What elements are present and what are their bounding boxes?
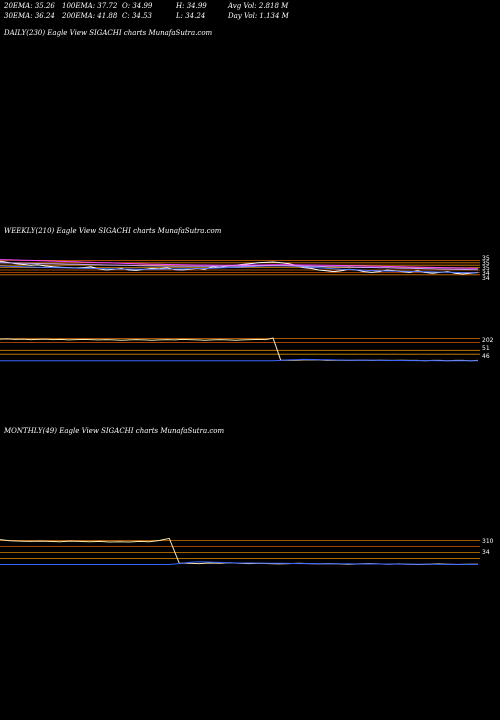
low-readout: L: 34.24	[176, 12, 206, 20]
monthly-chart-label: MONTHLY(49) Eagle View SIGACHI charts Mu…	[4, 427, 225, 435]
price-level-label: 46	[482, 353, 490, 360]
price-level-label: 34	[482, 549, 490, 556]
price-level-label: 34	[482, 275, 490, 282]
price-level-label: 51	[482, 345, 490, 352]
series-line	[0, 265, 479, 274]
ema20-readout: 20EMA: 35.26	[4, 2, 55, 10]
price-level-label: 35	[482, 255, 490, 262]
open-readout: O: 34.99	[122, 2, 153, 10]
high-readout: H: 34.99	[176, 2, 207, 10]
ema100-readout: 100EMA: 37.72	[62, 2, 118, 10]
daily-chart-label: DAILY(230) Eagle View SIGACHI charts Mun…	[4, 29, 213, 37]
series-line	[0, 259, 479, 269]
price-level-label: 310	[482, 538, 494, 545]
ema200-readout: 200EMA: 41.88	[62, 12, 118, 20]
price-level-label: 202	[482, 337, 494, 344]
price-level-label: 35	[482, 265, 490, 272]
series-line	[0, 262, 479, 271]
close-readout: C: 34.53	[122, 12, 152, 20]
price-level-label: 34	[482, 270, 490, 277]
avg-volume-readout: Avg Vol: 2.818 M	[228, 2, 289, 10]
day-volume-readout: Day Vol: 1.134 M	[228, 12, 289, 20]
ema30-readout: 30EMA: 36.24	[4, 12, 55, 20]
weekly-chart-label: WEEKLY(210) Eagle View SIGACHI charts Mu…	[4, 227, 222, 235]
monthly-chart: 310 34	[0, 537, 494, 566]
series-line	[0, 337, 479, 362]
series-line	[0, 561, 479, 565]
series-line	[0, 537, 478, 566]
price-level-label: 35	[482, 260, 490, 267]
series-line	[0, 358, 478, 362]
